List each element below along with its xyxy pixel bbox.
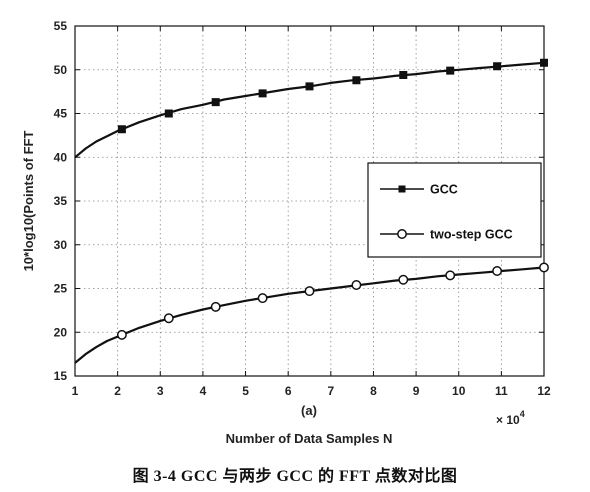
y-tick-label: 45 xyxy=(54,107,68,121)
x-tick-label: 4 xyxy=(200,384,207,398)
y-tick-label: 20 xyxy=(54,325,68,339)
series-line-gcc xyxy=(74,61,545,159)
x-tick-label: 12 xyxy=(537,384,551,398)
y-tick-label: 50 xyxy=(54,63,68,77)
data-point-gcc xyxy=(352,76,361,85)
x-tick-label: 9 xyxy=(413,384,420,398)
series-line-two-step-gcc xyxy=(74,266,545,364)
legend-marker xyxy=(398,185,406,193)
x-tick-label: 6 xyxy=(285,384,292,398)
data-point-two-step-gcc xyxy=(163,313,174,324)
x-tick-label: 1 xyxy=(72,384,79,398)
series-layer xyxy=(74,58,549,364)
y-tick-label: 35 xyxy=(54,194,68,208)
data-point-two-step-gcc xyxy=(539,262,549,273)
data-point-two-step-gcc xyxy=(210,301,221,312)
data-point-two-step-gcc xyxy=(257,293,268,304)
x-tick-label: 5 xyxy=(242,384,249,398)
data-point-gcc xyxy=(164,109,173,118)
y-tick-label: 15 xyxy=(54,369,68,383)
x-axis-multiplier-exponent: 4 xyxy=(520,409,525,419)
data-point-gcc xyxy=(399,71,408,79)
legend: GCC two-step GCC xyxy=(367,162,542,258)
y-tick-label: 25 xyxy=(54,282,68,296)
subplot-label: (a) xyxy=(301,403,317,418)
data-point-two-step-gcc xyxy=(116,329,127,340)
y-tick-label: 55 xyxy=(54,19,68,33)
data-point-two-step-gcc xyxy=(398,274,409,285)
data-point-gcc xyxy=(258,89,267,98)
legend-label: two-step GCC xyxy=(430,228,513,242)
x-tick-label: 2 xyxy=(114,384,121,398)
legend-box xyxy=(367,162,542,258)
data-point-gcc xyxy=(305,82,314,91)
y-tick-label: 40 xyxy=(54,150,68,164)
data-point-two-step-gcc xyxy=(304,286,315,297)
data-point-gcc xyxy=(540,58,548,67)
y-tick-label: 30 xyxy=(54,238,68,252)
legend-label: GCC xyxy=(430,183,458,197)
data-point-gcc xyxy=(493,62,502,71)
legend-marker xyxy=(397,229,407,239)
data-point-two-step-gcc xyxy=(492,266,503,276)
x-tick-label: 3 xyxy=(157,384,164,398)
data-point-gcc xyxy=(211,98,220,107)
data-point-gcc xyxy=(117,125,126,134)
x-axis-multiplier: × 104 xyxy=(496,409,525,427)
x-tick-label: 10 xyxy=(452,384,466,398)
y-axis-label: 10*log10(Points of FFT xyxy=(21,131,36,272)
data-point-two-step-gcc xyxy=(445,270,456,281)
x-tick-label: 11 xyxy=(495,384,508,398)
figure-caption: 图 3-4 GCC 与两步 GCC 的 FFT 点数对比图 xyxy=(132,468,458,485)
data-point-gcc xyxy=(446,66,455,75)
x-tick-label: 7 xyxy=(327,384,334,398)
data-point-two-step-gcc xyxy=(351,280,362,290)
x-tick-label: 8 xyxy=(370,384,377,398)
x-axis-label: Number of Data Samples N xyxy=(226,431,393,446)
legend-items: GCC two-step GCC xyxy=(380,183,513,242)
